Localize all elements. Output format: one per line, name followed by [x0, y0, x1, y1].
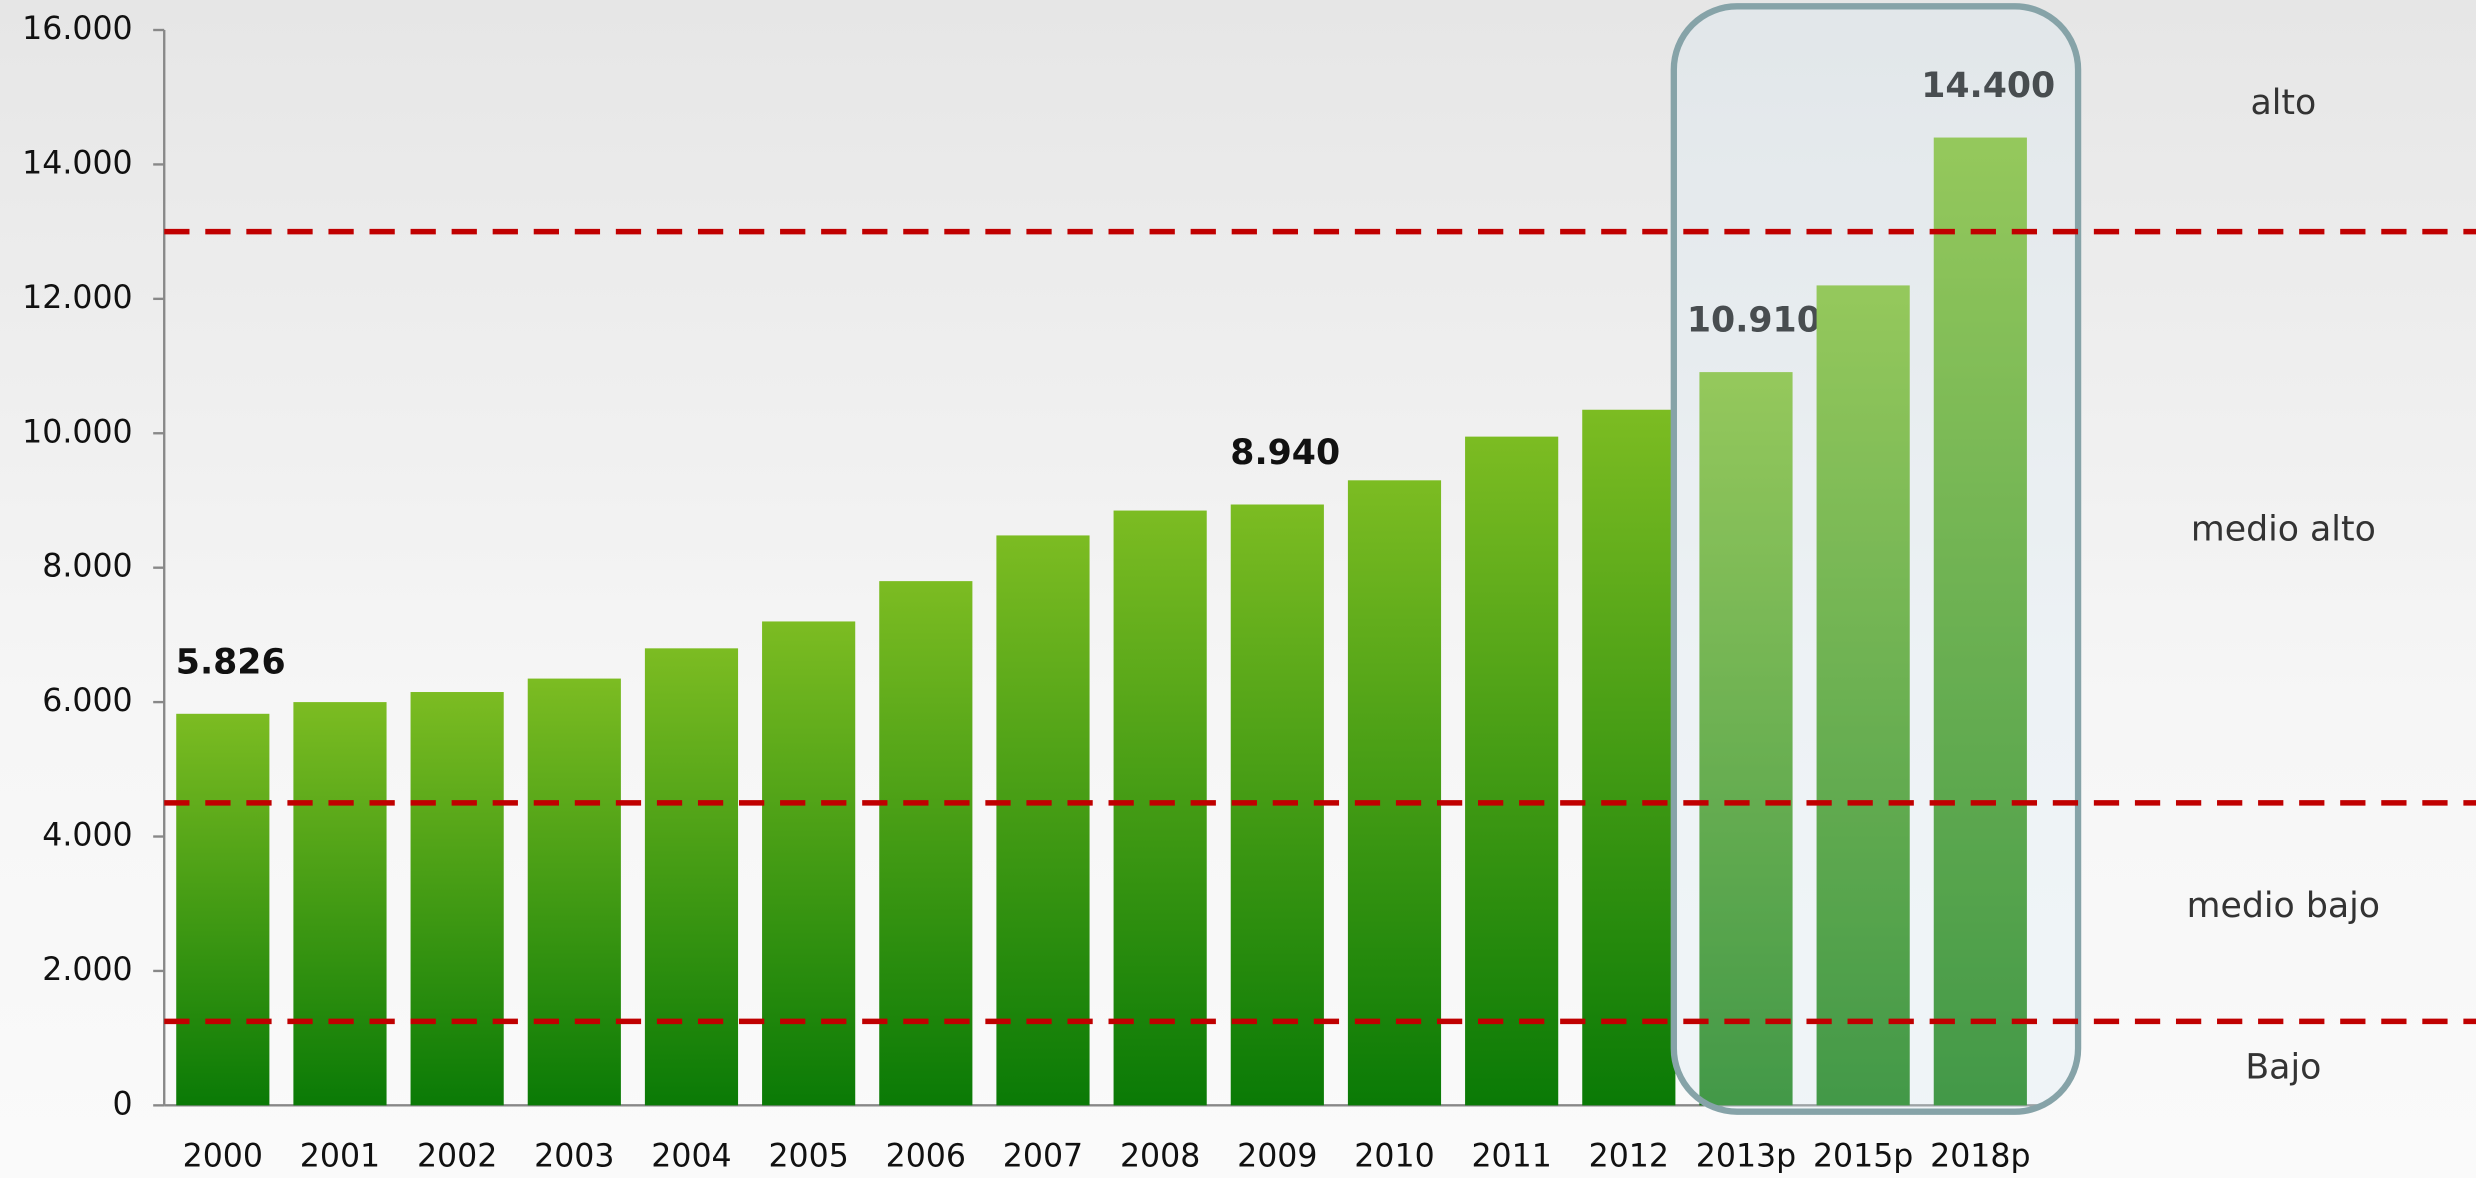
- x-tick-label: 2009: [1237, 1138, 1317, 1174]
- x-tick-label: 2002: [417, 1138, 497, 1174]
- y-tick-label: 6.000: [42, 683, 132, 719]
- y-tick-label: 12.000: [22, 280, 133, 316]
- x-tick-label: 2011: [1471, 1138, 1551, 1174]
- x-tick-label: 2000: [183, 1138, 263, 1174]
- y-tick-label: 10.000: [22, 414, 133, 450]
- bar: [1699, 372, 1793, 1106]
- y-tick-label: 0: [113, 1086, 133, 1122]
- x-tick-label: 2008: [1120, 1138, 1200, 1174]
- bar: [527, 678, 621, 1106]
- bar: [1113, 510, 1207, 1106]
- bar: [1347, 480, 1442, 1106]
- bar: [762, 621, 856, 1106]
- value-label: 5.826: [176, 642, 286, 682]
- bar: [293, 702, 387, 1106]
- x-tick-label: 2004: [651, 1138, 731, 1174]
- bar: [1582, 409, 1676, 1106]
- bar: [1816, 285, 1910, 1106]
- value-label: 14.400: [1921, 66, 2055, 106]
- x-tick-label: 2006: [886, 1138, 966, 1174]
- bar: [879, 581, 973, 1106]
- y-tick-label: 4.000: [42, 818, 132, 854]
- bar: [1465, 436, 1559, 1106]
- band-label: medio alto: [2191, 510, 2376, 550]
- band-label: Bajo: [2245, 1047, 2321, 1087]
- bar: [176, 713, 270, 1106]
- bar: [996, 535, 1090, 1106]
- x-tick-label: 2010: [1354, 1138, 1434, 1174]
- x-tick-label: 2003: [534, 1138, 614, 1174]
- value-label: 10.910: [1687, 301, 1821, 341]
- x-tick-label: 2001: [300, 1138, 380, 1174]
- band-label: medio bajo: [2187, 886, 2380, 926]
- highlight-box: [1670, 3, 2082, 1115]
- x-tick-label: 2015p: [1813, 1138, 1913, 1174]
- band-label: alto: [2250, 83, 2316, 123]
- bar: [644, 648, 739, 1106]
- y-tick-label: 8.000: [42, 549, 132, 585]
- x-tick-label: 2012: [1589, 1138, 1669, 1174]
- x-tick-label: 2005: [768, 1138, 848, 1174]
- x-tick-label: 2018p: [1930, 1138, 2030, 1174]
- bar: [410, 692, 504, 1106]
- x-tick-label: 2007: [1003, 1138, 1083, 1174]
- value-label: 8.940: [1230, 433, 1340, 473]
- y-tick-label: 16.000: [22, 11, 133, 47]
- x-tick-label: 2013p: [1696, 1138, 1796, 1174]
- y-tick-label: 2.000: [42, 952, 132, 988]
- y-tick-label: 14.000: [22, 145, 133, 181]
- bar: [1933, 137, 2027, 1106]
